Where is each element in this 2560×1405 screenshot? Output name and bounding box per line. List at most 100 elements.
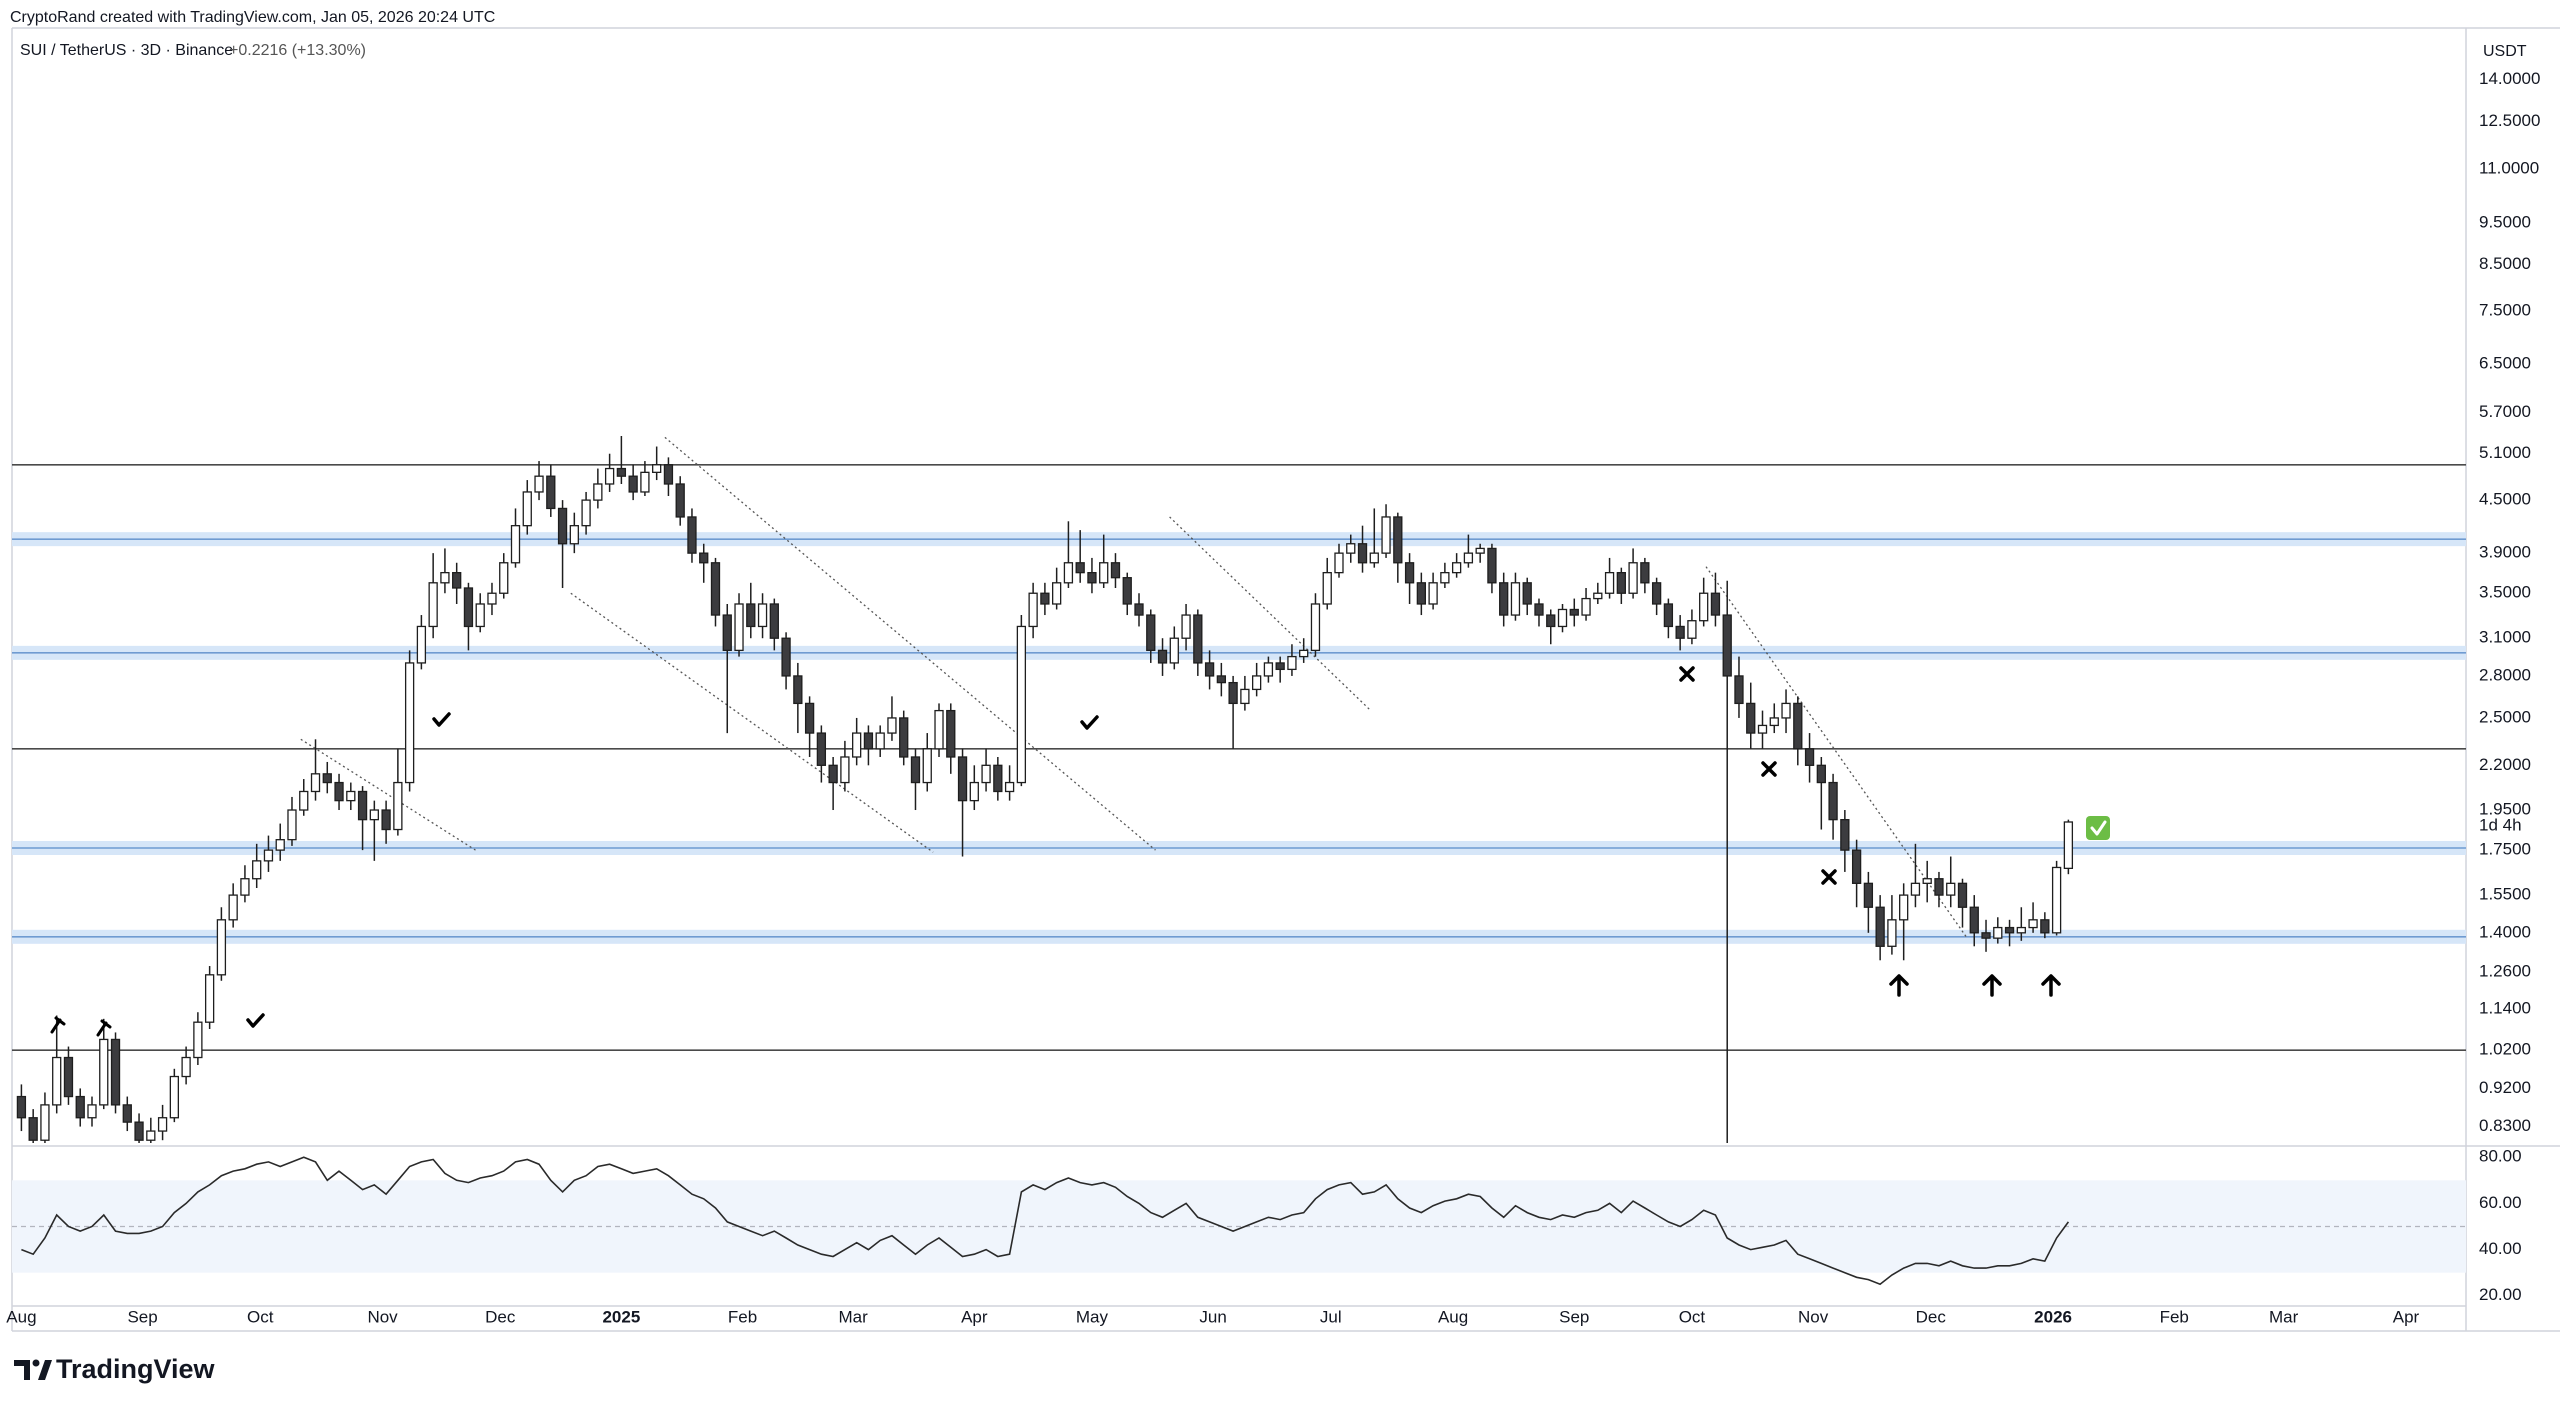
candle-body — [87, 1104, 97, 1119]
candle-body — [1534, 603, 1544, 616]
candle-body — [404, 662, 415, 784]
trend-line — [570, 592, 934, 853]
price-tick-label: 1.0200 — [2479, 1040, 2531, 1059]
candle-body — [534, 475, 544, 493]
candle-body — [334, 781, 344, 802]
candle-body — [1169, 637, 1179, 664]
price-tick-label: 9.5000 — [2479, 213, 2531, 232]
candle-body — [1946, 882, 1956, 896]
trend-line — [1705, 566, 1968, 939]
candle-body — [1546, 614, 1556, 628]
candle-body — [1969, 906, 1979, 934]
time-tick-label: 2026 — [2034, 1307, 2072, 1326]
candle-body — [1110, 562, 1121, 579]
candle-body — [1016, 625, 1027, 784]
time-tick-label: Jul — [1320, 1307, 1342, 1326]
candle-body — [1299, 649, 1309, 658]
candle-body — [1757, 724, 1768, 734]
candle-body — [910, 756, 921, 784]
price-tick-label: 0.8300 — [2479, 1116, 2531, 1135]
candle-body — [1899, 894, 1909, 921]
price-tick-label: 1.9500 — [2479, 800, 2531, 819]
candle-body — [1804, 748, 1815, 766]
candle-body — [981, 764, 991, 784]
candle-body — [1475, 547, 1485, 554]
time-tick-label: Aug — [1438, 1307, 1468, 1326]
candle-body — [157, 1117, 168, 1132]
candle-body — [1993, 926, 2003, 939]
candle-body — [1557, 608, 1568, 628]
candle-body — [1746, 702, 1756, 734]
candle-body — [204, 974, 215, 1023]
price-tick-label: 14.0000 — [2479, 69, 2540, 88]
frame — [11, 27, 2560, 1332]
candle-body — [2016, 926, 2026, 934]
price-tick-label: 1.4000 — [2479, 922, 2531, 941]
candle-body — [1204, 662, 1215, 677]
candle-body — [969, 781, 979, 802]
candle-body — [1393, 516, 1403, 564]
currency-unit: USDT — [2483, 43, 2527, 60]
candle-body — [263, 849, 274, 862]
candle-body — [1146, 614, 1156, 652]
candle-body — [1922, 878, 1932, 884]
candle-body — [1734, 675, 1744, 705]
candle-body — [1334, 552, 1344, 574]
price-tick-label: 2.5000 — [2479, 707, 2531, 726]
green-check-box — [2086, 816, 2110, 840]
candle-body — [828, 764, 838, 784]
candle-body — [2040, 919, 2050, 934]
candle-body — [1369, 552, 1379, 564]
candle-body — [1910, 882, 1921, 896]
candle-body — [1122, 577, 1132, 605]
price-tick-label: 2.2000 — [2479, 755, 2531, 774]
candle-body — [193, 1021, 203, 1059]
candle-body — [1428, 582, 1438, 605]
check-mark — [246, 1013, 265, 1028]
time-tick-label: Mar — [838, 1307, 868, 1326]
candle-body — [1240, 688, 1250, 705]
up-arrow — [1982, 974, 2002, 997]
pin-icon — [96, 1019, 112, 1037]
candle-body — [1040, 592, 1050, 605]
candle-body — [1099, 562, 1109, 584]
candle-body — [1769, 717, 1779, 727]
candle-body — [1981, 932, 1991, 939]
time-tick-label: Sep — [127, 1307, 157, 1326]
candle-body — [804, 702, 815, 734]
candle-body — [1581, 597, 1591, 616]
candle-body — [1004, 781, 1015, 793]
candle-body — [1793, 702, 1803, 750]
candle-body — [1499, 582, 1509, 616]
candle-body — [1381, 516, 1391, 554]
price-tick-label: 12.5000 — [2479, 111, 2540, 130]
candle-body — [381, 809, 391, 831]
candle-body — [40, 1104, 50, 1141]
time-tick-label: Oct — [1679, 1307, 1706, 1326]
candle-body — [699, 552, 709, 564]
candle-body — [310, 773, 321, 793]
trend-line — [664, 436, 1156, 851]
candle-body — [287, 809, 297, 841]
candle-body — [663, 464, 674, 485]
price-tick-label: 3.9000 — [2479, 543, 2531, 562]
candle-body — [122, 1104, 132, 1123]
candle-body — [1957, 882, 1968, 908]
time-tick-label: Nov — [367, 1307, 398, 1326]
candle-body — [840, 756, 850, 784]
candle-body — [169, 1075, 179, 1119]
price-change: +0.2216 (+13.30%) — [229, 42, 366, 59]
candle-body — [769, 603, 779, 639]
candle-body — [1463, 552, 1474, 564]
candle-body — [687, 516, 697, 554]
rsi-tick-label: 60.00 — [2479, 1193, 2522, 1212]
price-tick-label: 11.0000 — [2479, 158, 2539, 177]
candle-body — [275, 839, 285, 851]
candle-body — [28, 1117, 38, 1141]
candle-body — [52, 1056, 62, 1106]
candle-body — [593, 483, 603, 501]
candle-body — [734, 603, 744, 652]
candle-body — [146, 1130, 156, 1141]
candle-body — [1840, 818, 1850, 851]
